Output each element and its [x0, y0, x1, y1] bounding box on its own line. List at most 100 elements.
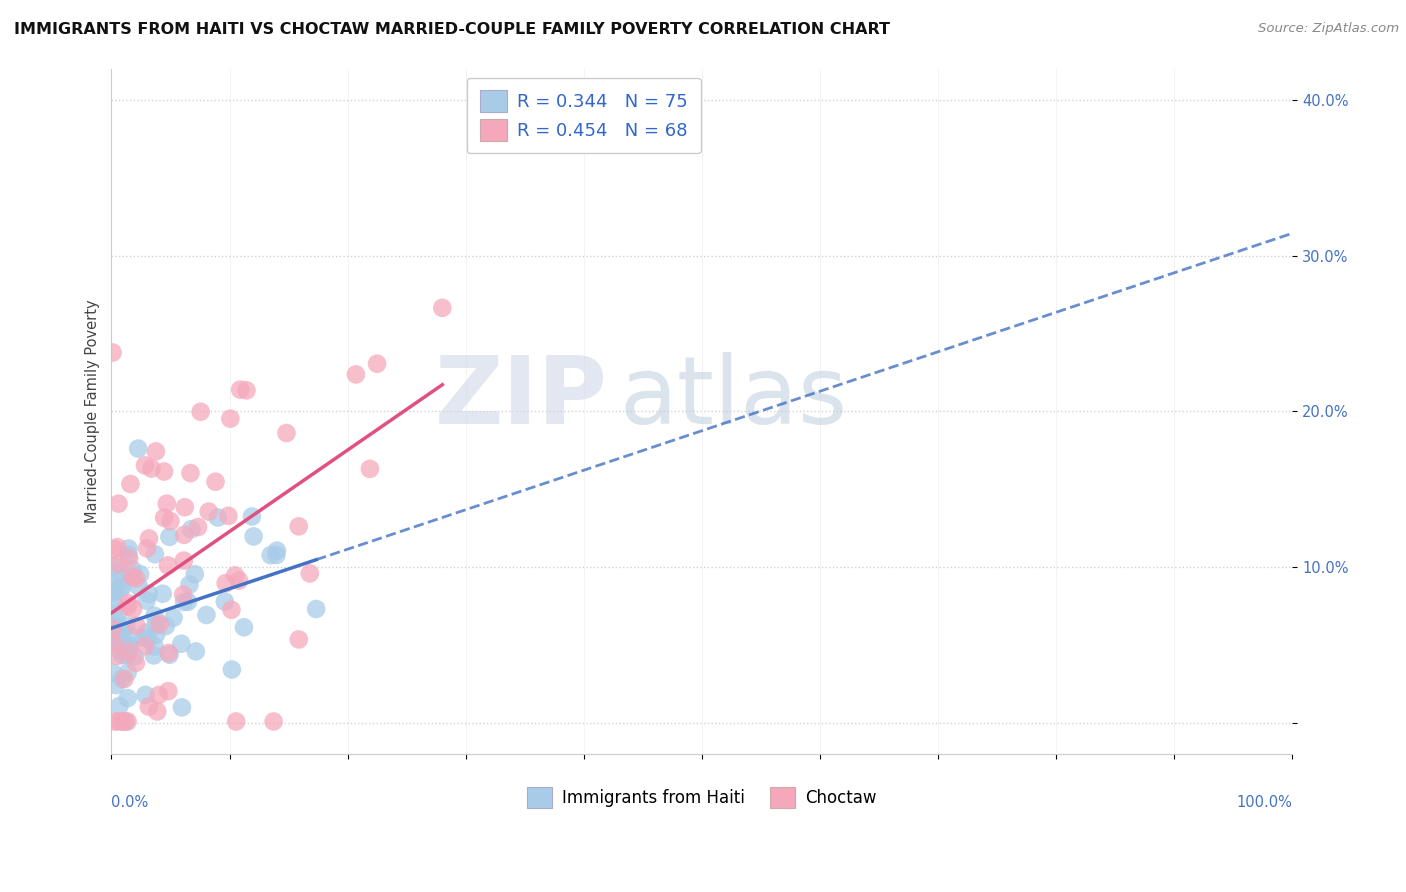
Point [288, 632, 311, 647]
Point [156, 558, 179, 573]
Point [173, 553, 195, 567]
Point [173, 500, 195, 515]
Point [266, 543, 288, 558]
Point [138, 532, 160, 546]
Point [229, 383, 252, 397]
Point [155, 619, 177, 633]
Point [115, 648, 138, 662]
Point [117, 541, 139, 556]
Point [143, 547, 166, 561]
Point [105, 540, 128, 554]
Point [207, 510, 229, 524]
Point [101, 582, 124, 596]
Point [111, 648, 134, 662]
Legend: Immigrants from Haiti, Choctaw: Immigrants from Haiti, Choctaw [520, 780, 883, 814]
Text: 0.0%: 0.0% [111, 796, 149, 810]
Point [432, 301, 454, 315]
Point [179, 577, 201, 591]
Point [107, 557, 129, 571]
Text: 100.0%: 100.0% [1237, 796, 1292, 810]
Point [145, 618, 167, 632]
Point [121, 630, 143, 644]
Point [110, 630, 132, 644]
Point [305, 602, 328, 616]
Point [127, 442, 149, 456]
Point [110, 571, 132, 585]
Point [101, 345, 124, 359]
Point [224, 568, 246, 582]
Point [104, 584, 127, 599]
Point [135, 626, 157, 640]
Point [142, 648, 165, 663]
Point [152, 587, 174, 601]
Point [173, 595, 195, 609]
Point [112, 672, 135, 686]
Point [128, 580, 150, 594]
Point [108, 566, 131, 580]
Point [287, 519, 309, 533]
Point [153, 510, 176, 524]
Point [195, 607, 218, 622]
Point [170, 637, 193, 651]
Point [228, 574, 250, 588]
Point [173, 528, 195, 542]
Point [145, 627, 167, 641]
Point [240, 509, 263, 524]
Point [217, 508, 239, 523]
Point [117, 548, 139, 562]
Point [138, 632, 160, 646]
Point [103, 635, 125, 649]
Point [110, 643, 132, 657]
Point [135, 688, 157, 702]
Point [104, 714, 127, 729]
Point [118, 640, 141, 654]
Point [157, 646, 180, 660]
Point [187, 520, 209, 534]
Point [235, 384, 257, 398]
Point [266, 548, 288, 562]
Point [118, 551, 141, 566]
Point [132, 631, 155, 645]
Point [125, 618, 148, 632]
Point [125, 571, 148, 585]
Point [122, 563, 145, 577]
Point [221, 663, 243, 677]
Point [156, 497, 179, 511]
Point [197, 505, 219, 519]
Point [136, 541, 159, 556]
Point [117, 714, 139, 729]
Point [259, 548, 281, 562]
Point [221, 603, 243, 617]
Text: Source: ZipAtlas.com: Source: ZipAtlas.com [1258, 22, 1399, 36]
Point [129, 567, 152, 582]
Point [101, 622, 124, 636]
Point [108, 698, 131, 713]
Point [101, 559, 124, 574]
Point [162, 610, 184, 624]
Point [111, 624, 134, 639]
Point [219, 411, 242, 425]
Point [114, 714, 136, 729]
Point [107, 625, 129, 640]
Point [120, 477, 142, 491]
Point [159, 514, 181, 528]
Point [117, 599, 139, 614]
Point [179, 466, 201, 480]
Point [232, 620, 254, 634]
Point [103, 632, 125, 647]
Point [204, 475, 226, 489]
Point [121, 569, 143, 583]
Point [135, 593, 157, 607]
Point [143, 608, 166, 623]
Point [148, 688, 170, 702]
Point [180, 522, 202, 536]
Y-axis label: Married-Couple Family Poverty: Married-Couple Family Poverty [86, 300, 100, 524]
Text: ZIP: ZIP [434, 351, 607, 443]
Point [112, 714, 135, 729]
Point [117, 665, 139, 680]
Point [184, 644, 207, 658]
Point [145, 444, 167, 458]
Point [157, 530, 180, 544]
Point [122, 570, 145, 584]
Point [214, 594, 236, 608]
